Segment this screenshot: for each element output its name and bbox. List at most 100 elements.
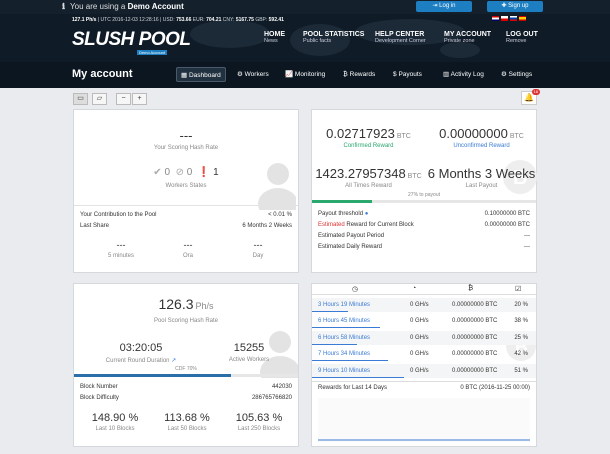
block-number-value: 442030	[271, 384, 292, 390]
luck-10: 148.90 % Last 10 Blocks	[80, 412, 150, 432]
info-circle-icon[interactable]: ●	[364, 211, 369, 217]
row-percent-bar	[312, 360, 388, 361]
table-row[interactable]: 9 Hours 10 Minutes 0 GH/s 0.00000000 BTC 51…	[312, 364, 536, 378]
logo-demo-badge: Demo Account	[137, 50, 168, 55]
ticker-gbp-label: GBP:	[255, 17, 268, 23]
nav-help-title: HELP CENTER	[375, 31, 425, 38]
slushpool-logo[interactable]: SLUSH POOL	[72, 29, 191, 50]
rewards-panel: B 0.02717923 BTC Confirmed Reward 0.00000…	[311, 109, 537, 273]
notifications-button[interactable]: 🔔 18	[521, 89, 540, 105]
demo-text: You are using a	[70, 2, 128, 11]
tab-dashboard[interactable]: ▦ Dashboard	[176, 67, 226, 82]
bitcoin-icon: ₿	[343, 71, 348, 78]
flag-en-icon[interactable]	[492, 16, 499, 21]
row-reward: 0.00000000 BTC	[452, 335, 498, 341]
daily-reward-value: ---	[524, 244, 530, 250]
zoom-out-button[interactable]: −	[116, 93, 131, 105]
table-row[interactable]: 6 Hours 58 Minutes 0 GH/s 0.00000000 BTC 25…	[312, 331, 536, 345]
tab-activity-log[interactable]: ▥ Activity Log	[439, 67, 488, 82]
row-percent: 25 %	[514, 335, 528, 341]
laptop-icon: ▱	[96, 95, 103, 102]
laptop-view-button[interactable]: ▱	[92, 93, 107, 105]
last-payout-value: 6 Months 3 Weeks	[427, 166, 536, 181]
payout-period-row: Estimated Payout Period ---	[318, 233, 530, 242]
workers-ok-count: 0	[164, 167, 171, 178]
rewards-14-days-chart[interactable]	[318, 398, 530, 442]
zoom-in-button[interactable]: +	[132, 93, 147, 105]
workers-warn-count: 1	[213, 167, 219, 178]
row-percent-bar	[312, 327, 381, 328]
last-payout: 6 Months 3 Weeks Last Payout	[425, 166, 538, 189]
tab-workers-label: Workers	[244, 71, 269, 78]
contribution-value: < 0.01 %	[268, 212, 292, 218]
row-hashrate: 0 GH/s	[410, 318, 429, 324]
row-hashrate: 0 GH/s	[410, 368, 429, 374]
active-workers-value: 15255	[233, 342, 265, 354]
last-share-value: 6 Months 2 Weeks	[242, 223, 292, 229]
ticker-usd: 753.66	[176, 17, 192, 23]
table-row[interactable]: 6 Hours 45 Minutes 0 GH/s 0.00000000 BTC 38…	[312, 314, 536, 328]
nav-home-title: HOME	[264, 31, 285, 38]
bell-icon: 🔔	[524, 93, 534, 102]
info-icon: ℹ	[62, 2, 66, 11]
ticker-gbp: 592.41	[268, 17, 284, 23]
nav-my-account[interactable]: MY ACCOUNT Private zone	[444, 31, 491, 44]
unconfirmed-reward: 0.00000000 BTC Unconfirmed Reward	[425, 126, 538, 149]
cdf-label: CDF 70%	[175, 366, 197, 372]
nav-pool-statistics[interactable]: POOL STATISTICS Public facts	[303, 31, 364, 44]
estimated-tag: Estimated	[318, 222, 345, 228]
nav-home[interactable]: HOME News	[264, 31, 285, 44]
account-toolbar: My account ▦ Dashboard ⚙ Workers 📈 Monit…	[0, 62, 610, 88]
table-row[interactable]: 7 Hours 34 Minutes 0 GH/s 0.00000000 BTC 42…	[312, 347, 536, 361]
bitcoin-icon: ₿	[468, 285, 474, 292]
desktop-icon: ▭	[77, 95, 84, 102]
signup-button[interactable]: ✚ Sign up	[487, 1, 543, 12]
rewards-14-days-value: 0 BTC (2016-11-25 00:00)	[460, 385, 530, 391]
flag-es-icon[interactable]	[519, 16, 526, 21]
period-day-value: ---	[253, 240, 263, 250]
pool-panel: 126.3 Ph/s Pool Scoring Hash Rate 03:20:…	[73, 283, 299, 447]
row-percent-bar	[312, 344, 357, 345]
block-number-label: Block Number	[80, 384, 118, 390]
last-share-row: Last Share 6 Months 2 Weeks	[80, 223, 292, 232]
notification-count-badge: 18	[531, 89, 540, 95]
external-link-icon[interactable]: ↗	[171, 358, 177, 364]
block-difficulty-label: Block Difficulty	[80, 395, 119, 401]
payout-period-value: ---	[524, 233, 530, 239]
plus-icon: +	[137, 95, 142, 102]
desktop-view-button[interactable]: ▭	[73, 93, 88, 105]
payout-threshold-row: Payout threshold ● 0.10000000 BTC	[318, 211, 530, 220]
login-button[interactable]: ⇥ Log in	[416, 1, 472, 12]
nav-account-sub: Private zone	[444, 38, 475, 44]
unconfirmed-reward-unit: BTC	[509, 133, 524, 140]
daily-reward-label: Estimated Daily Reward	[318, 244, 383, 250]
table-row[interactable]: 3 Hours 19 Minutes 0 GH/s 0.00000000 BTC 20…	[312, 298, 536, 312]
tab-settings[interactable]: ⚙ Settings	[497, 67, 536, 82]
nav-logout-sub: Remove	[506, 38, 527, 44]
nav-logout-title: LOG OUT	[506, 31, 538, 38]
luck-250-value: 105.63 %	[235, 412, 283, 424]
pool-hashrate-label: Pool Scoring Hash Rate	[153, 318, 219, 324]
period-5min: --- 5 minutes	[96, 240, 146, 259]
tab-payouts[interactable]: $ Payouts	[389, 67, 426, 82]
divider	[74, 205, 298, 206]
nav-logout[interactable]: LOG OUT Remove	[506, 31, 538, 44]
row-duration: 6 Hours 58 Minutes	[318, 335, 371, 341]
warning-icon: ❗	[197, 167, 211, 178]
flag-cz-icon[interactable]	[501, 16, 508, 21]
period-5min-label: 5 minutes	[107, 253, 134, 259]
pool-hashrate-value: 126.3	[158, 296, 194, 312]
tab-monitoring[interactable]: 📈 Monitoring	[281, 67, 329, 82]
period-hour: --- Ora	[163, 240, 213, 259]
offline-icon: ⊘	[175, 167, 184, 178]
tab-workers[interactable]: ⚙ Workers	[233, 67, 273, 82]
daily-reward-row: Estimated Daily Reward ---	[318, 244, 530, 253]
row-percent: 20 %	[514, 302, 528, 308]
svg-text:B: B	[513, 167, 527, 189]
flag-ru-icon[interactable]	[510, 16, 517, 21]
price-ticker: 127.1 Ph/s | UTC 2016-12-03 12:28:16 | U…	[72, 17, 284, 23]
ticker-hashrate: 127.1 Ph/s	[72, 17, 97, 23]
worker-silhouette-icon	[258, 163, 296, 210]
tab-rewards[interactable]: ₿ Rewards	[339, 67, 379, 82]
nav-help-center[interactable]: HELP CENTER Development Corner	[375, 31, 426, 44]
